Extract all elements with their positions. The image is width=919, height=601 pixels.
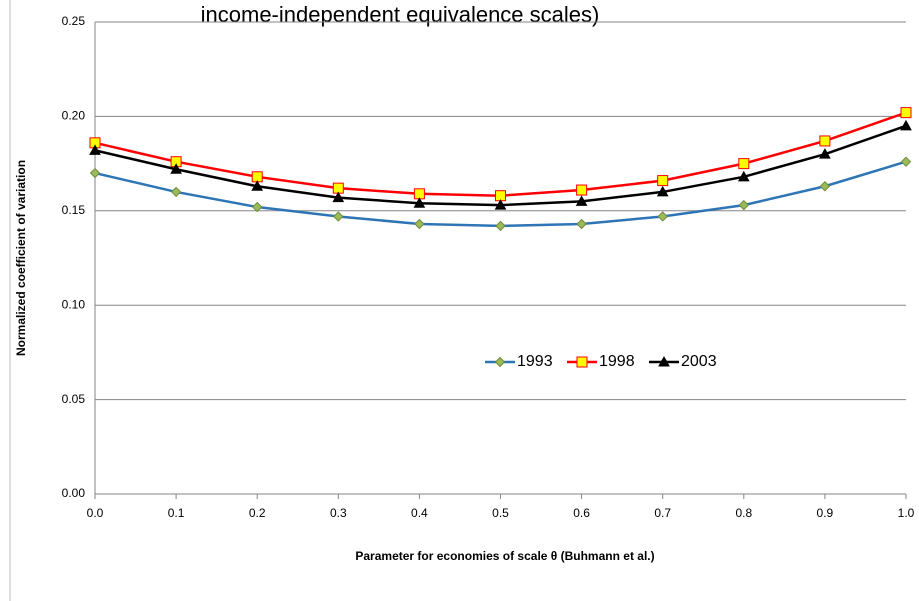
x-tick-label: 1.0 xyxy=(898,506,915,520)
marker xyxy=(575,195,588,206)
marker xyxy=(819,148,831,159)
marker xyxy=(900,156,912,167)
marker xyxy=(170,186,182,198)
marker xyxy=(657,211,668,222)
marker xyxy=(414,218,425,230)
marker xyxy=(333,211,344,222)
marker xyxy=(170,163,182,174)
y-tick-label: 0.20 xyxy=(62,109,86,123)
y-tick-label: 0.10 xyxy=(62,297,86,311)
x-tick-label: 0.1 xyxy=(168,506,185,520)
marker xyxy=(576,184,588,196)
legend-label: 2003 xyxy=(681,353,717,370)
x-tick-label: 0.6 xyxy=(573,506,590,520)
marker xyxy=(819,135,831,147)
marker xyxy=(576,356,588,368)
marker xyxy=(495,220,506,232)
marker xyxy=(251,180,264,191)
chart-title: income-independent equivalence scales) xyxy=(201,2,600,27)
marker xyxy=(656,185,669,197)
marker xyxy=(658,355,670,367)
marker xyxy=(738,158,750,170)
x-tick-label: 0.8 xyxy=(735,506,752,520)
x-tick-label: 0.9 xyxy=(817,506,834,520)
x-tick-label: 0.4 xyxy=(411,506,428,520)
x-tick-label: 0.7 xyxy=(654,506,671,520)
series-line xyxy=(94,111,907,197)
marker xyxy=(738,199,750,211)
marker xyxy=(819,181,831,192)
y-axis-label: Normalized coefficient of variation xyxy=(14,160,28,356)
x-tick-label: 0.2 xyxy=(249,506,266,520)
x-tick-label: 0.5 xyxy=(492,506,509,520)
marker xyxy=(900,119,912,131)
y-tick-label: 0.05 xyxy=(62,392,86,406)
marker xyxy=(494,199,507,210)
marker xyxy=(900,107,912,119)
marker xyxy=(576,218,587,230)
marker xyxy=(332,191,345,203)
marker xyxy=(251,201,263,213)
marker xyxy=(657,175,669,187)
legend-label: 1998 xyxy=(599,353,635,370)
marker xyxy=(413,197,426,208)
y-tick-label: 0.15 xyxy=(62,203,86,217)
marker xyxy=(89,167,101,179)
x-tick-label: 0.3 xyxy=(330,506,347,520)
y-tick-label: 0.00 xyxy=(62,486,86,500)
marker xyxy=(494,356,506,368)
x-axis-label: Parameter for economies of scale θ (Buhm… xyxy=(355,549,654,563)
legend-label: 1993 xyxy=(517,353,553,370)
x-tick-label: 0.0 xyxy=(87,506,104,520)
marker xyxy=(737,170,750,182)
marker xyxy=(89,144,101,155)
y-tick-label: 0.25 xyxy=(62,14,86,28)
